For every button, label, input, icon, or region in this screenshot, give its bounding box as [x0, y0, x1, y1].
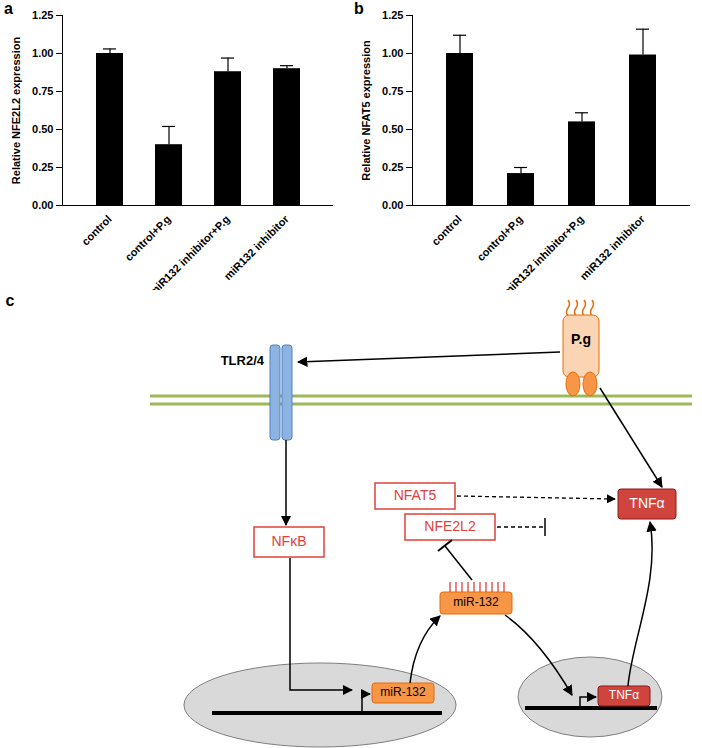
- svg-text:control+P.g: control+P.g: [122, 213, 172, 263]
- svg-text:NFAT5: NFAT5: [394, 487, 437, 503]
- svg-text:miR132 inhibitor: miR132 inhibitor: [577, 212, 647, 282]
- html-text:a: a: [4, 0, 13, 17]
- svg-text:c: c: [6, 292, 15, 309]
- svg-text:TNFα: TNFα: [609, 688, 639, 702]
- svg-text:control: control: [429, 213, 464, 248]
- svg-text:miR132 inhibitor+P.g: miR132 inhibitor+P.g: [501, 213, 586, 290]
- svg-text:0.50: 0.50: [382, 123, 403, 135]
- svg-text:miR-132: miR-132: [380, 685, 426, 699]
- svg-text:NFE2L2: NFE2L2: [424, 518, 476, 534]
- svg-text:0.00: 0.00: [32, 199, 53, 211]
- svg-text:0.50: 0.50: [32, 123, 53, 135]
- svg-text:control: control: [79, 213, 114, 248]
- svg-text:Relative NFAT5 expression: Relative NFAT5 expression: [360, 40, 372, 181]
- svg-text:1.25: 1.25: [32, 9, 53, 21]
- svg-text:0.25: 0.25: [32, 161, 53, 173]
- svg-text:0.75: 0.75: [382, 85, 403, 97]
- svg-text:control+P.g: control+P.g: [474, 213, 524, 263]
- svg-text:miR132 inhibitor: miR132 inhibitor: [221, 212, 291, 282]
- svg-text:miR132 inhibitor+P.g: miR132 inhibitor+P.g: [147, 213, 232, 290]
- svg-text:1.00: 1.00: [382, 47, 403, 59]
- svg-text:P.g: P.g: [571, 331, 591, 347]
- svg-text:1.00: 1.00: [32, 47, 53, 59]
- svg-text:TNFα: TNFα: [629, 495, 664, 511]
- svg-text:Relative NFE2L2 expression: Relative NFE2L2 expression: [10, 37, 22, 185]
- svg-text:miR-132: miR-132: [453, 595, 499, 609]
- svg-text:0.75: 0.75: [32, 85, 53, 97]
- svg-text:0.25: 0.25: [382, 161, 403, 173]
- svg-text:TLR2/4: TLR2/4: [221, 353, 265, 368]
- svg-text:NFκB: NFκB: [272, 533, 307, 549]
- html-text:b: b: [354, 0, 364, 17]
- svg-text:1.25: 1.25: [382, 9, 403, 21]
- svg-text:0.00: 0.00: [382, 199, 403, 211]
